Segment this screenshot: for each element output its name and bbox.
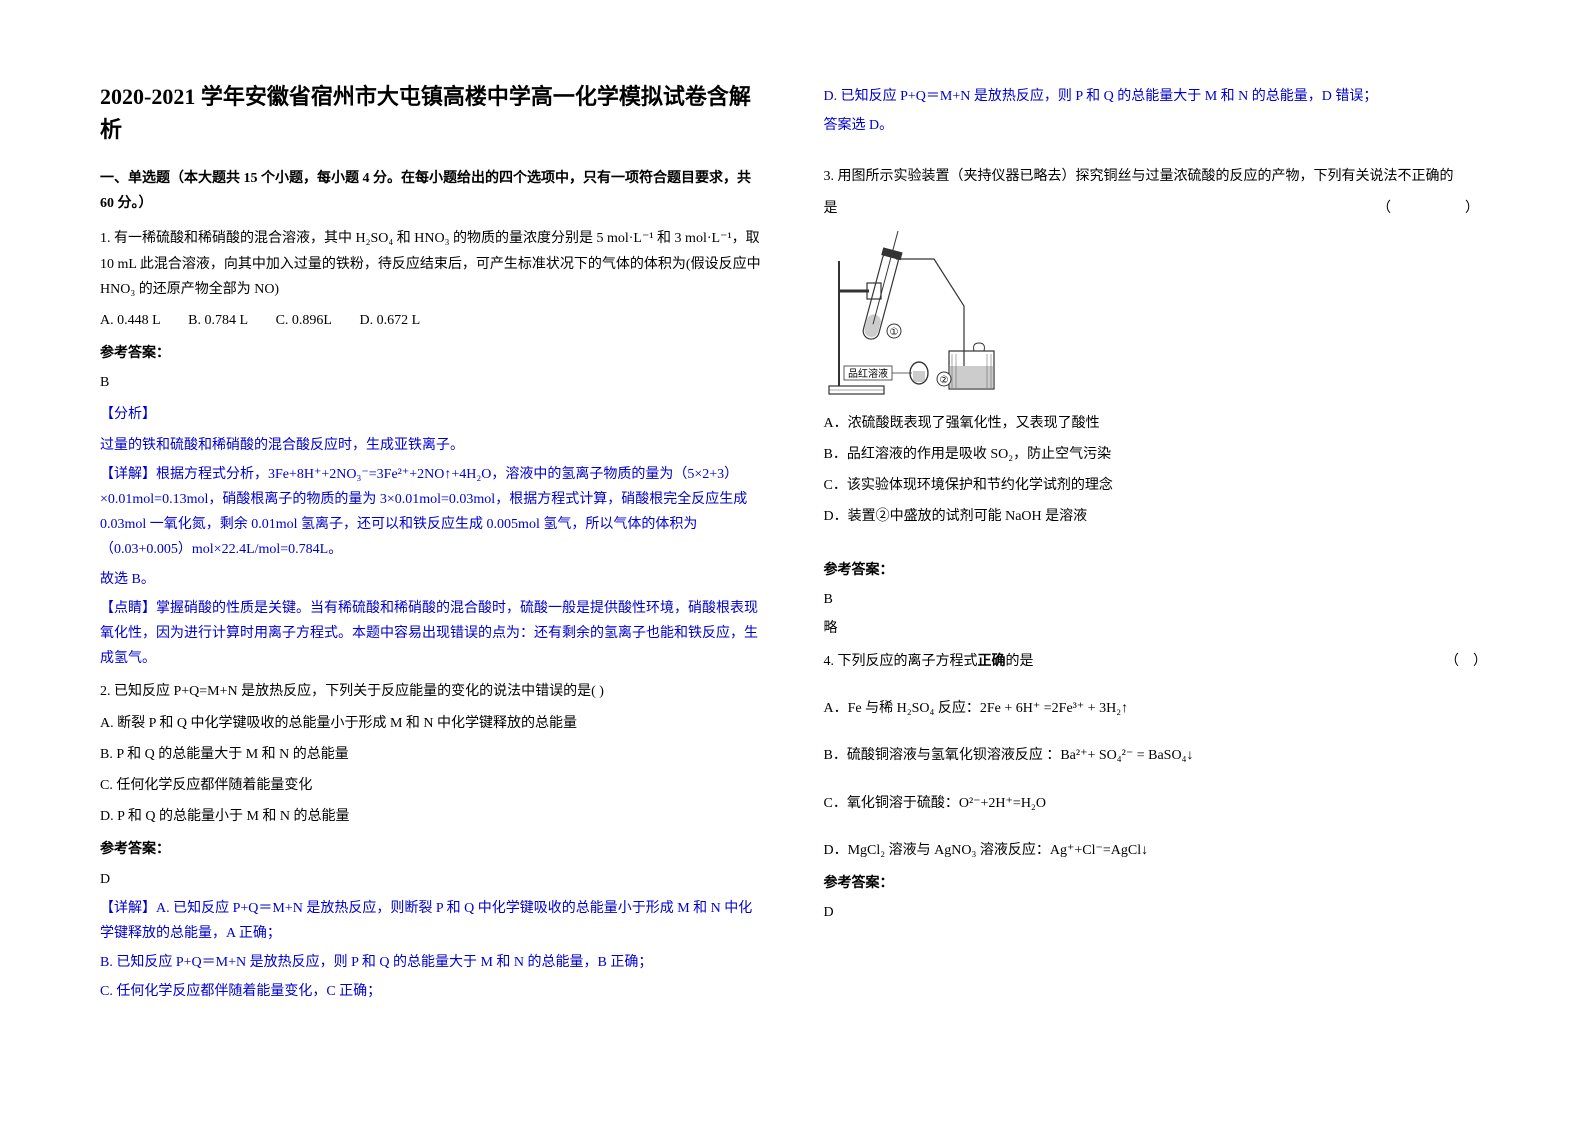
q4-answer-label: 参考答案： <box>824 871 1488 896</box>
q1-point: 【点睛】掌握硝酸的性质是关键。当有稀硫酸和稀硝酸的混合酸时，硫酸一般是提供酸性环… <box>100 596 764 672</box>
q3-stem-2-text: 是 <box>824 201 838 216</box>
q1-analysis-tag: 【分析】 <box>100 402 764 427</box>
q2-answer-key: D <box>100 867 764 892</box>
q1-conclusion: 故选 B。 <box>100 567 764 592</box>
q3-paren: （ ） <box>1377 196 1487 221</box>
q1-answer-key: B <box>100 370 764 395</box>
spacer <box>824 822 1488 832</box>
beaker-2-liquid <box>950 366 993 388</box>
q3-opt-d: D．装置②中盛放的试剂可能 NaOH 是溶液 <box>824 504 1488 529</box>
q3-opt-a: A．浓硫酸既表现了强氧化性，又表现了酸性 <box>824 411 1488 436</box>
apparatus-svg: ① 品红溶液 <box>824 231 1024 401</box>
question-4: 4. 下列反应的离子方程式正确的是 （ ） A．Fe 与稀 H₂SO₄ 反应：2… <box>824 649 1488 925</box>
q2-answer-label: 参考答案： <box>100 837 764 862</box>
q3-brief: 略 <box>824 616 1488 641</box>
q3-stem-2: 是 （ ） <box>824 196 1488 221</box>
q2-opt-d: D. P 和 Q 的总能量小于 M 和 N 的总能量 <box>100 804 764 829</box>
q1-opt-a: A. 0.448 L <box>100 308 161 333</box>
q4-opt-b: B．硫酸铜溶液与氢氧化钡溶液反应 ：Ba²⁺+ SO₄²⁻ = BaSO₄↓ <box>824 743 1488 768</box>
q4-stem: 4. 下列反应的离子方程式正确的是 （ ） <box>824 649 1488 674</box>
q2-detail-d: D. 已知反应 P+Q＝M+N 是放热反应，则 P 和 Q 的总能量大于 M 和… <box>824 84 1488 109</box>
spacer <box>824 142 1488 156</box>
spacer <box>824 680 1488 690</box>
q2-detail-c: C. 任何化学反应都伴随着能量变化，C 正确； <box>100 979 764 1004</box>
left-column: 2020-2021 学年安徽省宿州市大屯镇高楼中学高一化学模拟试卷含解析 一、单… <box>100 80 764 1042</box>
q1-answer-label: 参考答案： <box>100 341 764 366</box>
q1-options: A. 0.448 L B. 0.784 L C. 0.896L D. 0.672… <box>100 308 764 333</box>
q4-stem-text: 4. 下列反应的离子方程式正确的是 <box>824 654 1034 669</box>
q2-stem: 2. 已知反应 P+Q=M+N 是放热反应，下列关于反应能量的变化的说法中错误的… <box>100 679 764 704</box>
question-2: 2. 已知反应 P+Q=M+N 是放热反应，下列关于反应能量的变化的说法中错误的… <box>100 679 764 1004</box>
question-3: 3. 用图所示实验装置（夹持仪器已略去）探究铜丝与过量浓硫酸的反应的产物，下列有… <box>824 164 1488 641</box>
q1-opt-c: C. 0.896L <box>276 308 332 333</box>
exam-title: 2020-2021 学年安徽省宿州市大屯镇高楼中学高一化学模拟试卷含解析 <box>100 80 764 146</box>
q1-opt-d: D. 0.672 L <box>359 308 420 333</box>
two-column-layout: 2020-2021 学年安徽省宿州市大屯镇高楼中学高一化学模拟试卷含解析 一、单… <box>100 80 1487 1042</box>
q1-analysis-1: 过量的铁和硫酸和稀硝酸的混合酸反应时，生成亚铁离子。 <box>100 433 764 458</box>
q4-paren: （ ） <box>1445 649 1487 674</box>
q4-opt-d: D．MgCl₂ 溶液与 AgNO₃ 溶液反应：Ag⁺+Cl⁻=AgCl↓ <box>824 838 1488 863</box>
q3-apparatus-figure: ① 品红溶液 <box>824 231 1488 401</box>
cotton-plug <box>973 343 984 351</box>
pinhong-label: 品红溶液 <box>848 367 888 380</box>
q2-opt-a: A. 断裂 P 和 Q 中化学键吸收的总能量小于形成 M 和 N 中化学键释放的… <box>100 711 764 736</box>
q4-answer-key: D <box>824 900 1488 925</box>
spacer <box>824 536 1488 550</box>
label-1: ① <box>889 327 898 338</box>
q2-opt-b: B. P 和 Q 的总能量大于 M 和 N 的总能量 <box>100 742 764 767</box>
q1-stem: 1. 有一稀硫酸和稀硝酸的混合溶液，其中 H₂SO₄ 和 HNO₃ 的物质的量浓… <box>100 226 764 302</box>
q1-opt-b: B. 0.784 L <box>188 308 248 333</box>
label-2: ② <box>939 375 948 386</box>
section-1-header: 一、单选题（本大题共 15 个小题，每小题 4 分。在每小题给出的四个选项中，只… <box>100 166 764 216</box>
right-column: D. 已知反应 P+Q＝M+N 是放热反应，则 P 和 Q 的总能量大于 M 和… <box>824 80 1488 1042</box>
question-1: 1. 有一稀硫酸和稀硝酸的混合溶液，其中 H₂SO₄ 和 HNO₃ 的物质的量浓… <box>100 226 764 671</box>
q2-opt-c: C. 任何化学反应都伴随着能量变化 <box>100 773 764 798</box>
q4-opt-c: C．氧化铜溶于硫酸：O²⁻+2H⁺=H₂O <box>824 791 1488 816</box>
spacer <box>824 775 1488 785</box>
spacer <box>824 727 1488 737</box>
q3-opt-c: C．该实验体现环境保护和节约化学试剂的理念 <box>824 473 1488 498</box>
q3-answer-key: B <box>824 587 1488 612</box>
delivery-tube <box>896 259 964 366</box>
q3-opt-b: B．品红溶液的作用是吸收 SO₂，防止空气污染 <box>824 442 1488 467</box>
q1-detail: 【详解】根据方程式分析，3Fe+8H⁺+2NO₃⁻=3Fe²⁺+2NO↑+4H₂… <box>100 462 764 563</box>
q4-opt-a: A．Fe 与稀 H₂SO₄ 反应：2Fe + 6H⁺ =2Fe³⁺ + 3H₂↑ <box>824 696 1488 721</box>
q2-detail-a: 【详解】A. 已知反应 P+Q＝M+N 是放热反应，则断裂 P 和 Q 中化学键… <box>100 896 764 946</box>
q3-answer-label: 参考答案： <box>824 558 1488 583</box>
q2-detail-b: B. 已知反应 P+Q＝M+N 是放热反应，则 P 和 Q 的总能量大于 M 和… <box>100 950 764 975</box>
q3-stem-1: 3. 用图所示实验装置（夹持仪器已略去）探究铜丝与过量浓硫酸的反应的产物，下列有… <box>824 164 1488 189</box>
q2-conclusion: 答案选 D。 <box>824 113 1488 138</box>
